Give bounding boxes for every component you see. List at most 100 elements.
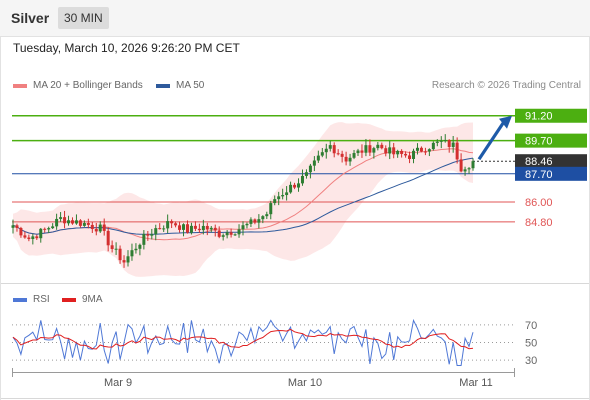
candle-body xyxy=(78,220,82,226)
candle-body xyxy=(265,214,269,217)
candle-body xyxy=(39,228,43,239)
candle-body xyxy=(431,142,435,150)
candle-body xyxy=(146,234,150,236)
level-label-bg-89.70 xyxy=(515,133,587,148)
candle-body xyxy=(459,159,463,172)
candle-body xyxy=(138,244,142,249)
candle-body xyxy=(281,195,285,197)
candle-body xyxy=(285,192,289,196)
candle-body xyxy=(209,227,213,230)
candle-body xyxy=(380,144,384,149)
x-tick-label: Mar 9 xyxy=(104,377,132,389)
candle-body xyxy=(467,168,471,170)
candle-body xyxy=(225,232,229,236)
candle-body xyxy=(404,153,408,156)
candle-body xyxy=(35,236,39,239)
candle-body xyxy=(27,237,31,240)
x-tick-label: Mar 11 xyxy=(459,377,492,389)
candle-body xyxy=(19,227,23,236)
candle-body xyxy=(364,145,368,153)
candle-body xyxy=(82,223,86,226)
candle-body xyxy=(55,218,59,227)
candle-body xyxy=(392,147,396,155)
rsi-panel: 70 50 30 xyxy=(12,318,537,367)
candle-body xyxy=(59,217,63,219)
candle-body xyxy=(94,229,98,232)
candle-body xyxy=(67,220,71,224)
candle-body xyxy=(23,235,27,238)
candle-body xyxy=(98,224,102,232)
candle-body xyxy=(344,156,348,162)
candle-body xyxy=(384,148,388,154)
candle-body xyxy=(189,225,193,233)
candle-body xyxy=(174,223,178,226)
target-arrow-head xyxy=(499,115,512,129)
candle-body xyxy=(106,230,110,246)
candle-body xyxy=(261,216,265,220)
candle-body xyxy=(253,219,257,223)
top-bar: Silver 30 MIN xyxy=(0,0,590,37)
candle-body xyxy=(201,225,205,231)
candle-body xyxy=(11,225,15,228)
candle-body xyxy=(415,147,419,151)
target-arrow-shaft xyxy=(477,120,506,161)
candle-body xyxy=(439,140,443,142)
ma50-swatch xyxy=(156,83,170,88)
rsi-tick-30: 30 xyxy=(525,355,537,367)
candle-body xyxy=(122,260,126,263)
level-label-89.70: 89.70 xyxy=(525,136,553,148)
candle-body xyxy=(118,248,122,261)
symbol-title: Silver xyxy=(11,10,50,26)
candle-body xyxy=(451,142,455,147)
legend-9ma: 9MA xyxy=(62,294,103,305)
candle-body xyxy=(185,224,189,233)
level-label-88.46: 88.46 xyxy=(525,156,553,168)
candle-body xyxy=(443,140,447,142)
ma9-swatch xyxy=(62,297,76,302)
candle-body xyxy=(332,145,336,154)
level-label-84.80: 84.80 xyxy=(525,217,553,229)
rsi-ma9-line xyxy=(12,328,474,350)
level-label-86.00: 86.00 xyxy=(525,197,553,209)
level-label-bg-88.46 xyxy=(515,154,587,169)
candle-body xyxy=(412,150,416,159)
candle-body xyxy=(31,236,35,240)
candle-body xyxy=(396,150,400,155)
legend-ma50: MA 50 xyxy=(156,80,204,91)
level-label-bg-91.20 xyxy=(515,108,587,123)
candle-body xyxy=(102,224,106,231)
candle-body xyxy=(51,226,55,229)
candle-body xyxy=(221,235,225,237)
candle-body xyxy=(427,149,431,152)
candle-body xyxy=(217,230,221,237)
candle-body xyxy=(90,224,94,230)
price-levels xyxy=(12,114,515,223)
candle-body xyxy=(249,219,253,224)
candle-body xyxy=(269,203,273,215)
candle-body xyxy=(134,248,138,251)
candle-body xyxy=(336,153,340,155)
target-arrow xyxy=(477,115,512,161)
candle-body xyxy=(110,245,114,249)
candle-body xyxy=(241,225,245,230)
candle-body xyxy=(74,220,78,224)
candle-body xyxy=(324,148,328,153)
candle-body xyxy=(193,225,197,229)
level-label-bg-87.70 xyxy=(515,166,587,181)
credit: Research © 2026 Trading Central xyxy=(431,80,581,91)
candle-body xyxy=(471,161,475,169)
candle-body xyxy=(300,175,304,184)
timeframe-button[interactable]: 30 MIN xyxy=(58,7,109,29)
candle-body xyxy=(328,145,332,149)
candle-body xyxy=(423,151,427,153)
candle-body xyxy=(312,160,316,166)
candle-body xyxy=(154,228,158,235)
candle-body xyxy=(86,223,90,225)
candle-body xyxy=(289,184,293,193)
ma20-label: MA 20 + Bollinger Bands xyxy=(33,80,143,91)
candle-body xyxy=(304,172,308,176)
rsi-line xyxy=(12,318,474,366)
candle-body xyxy=(47,228,51,230)
